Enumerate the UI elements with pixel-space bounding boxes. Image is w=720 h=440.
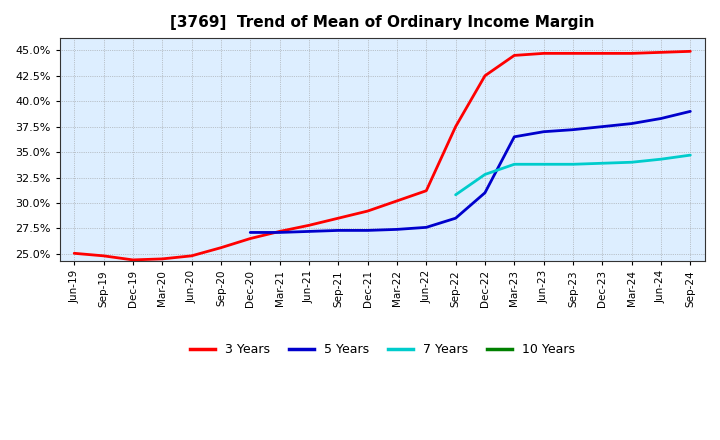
Legend: 3 Years, 5 Years, 7 Years, 10 Years: 3 Years, 5 Years, 7 Years, 10 Years: [185, 338, 580, 362]
Title: [3769]  Trend of Mean of Ordinary Income Margin: [3769] Trend of Mean of Ordinary Income …: [170, 15, 595, 30]
